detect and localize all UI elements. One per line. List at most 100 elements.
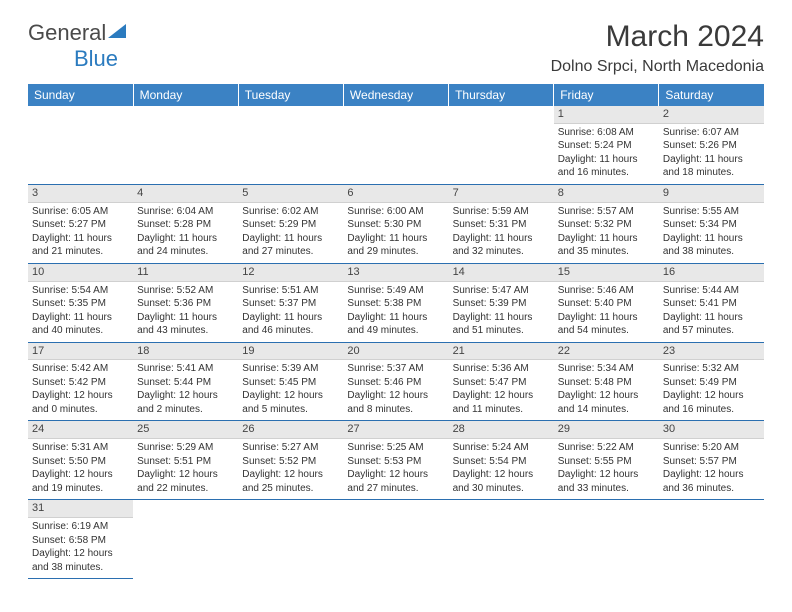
- day-number: 7: [449, 185, 554, 203]
- daylight-text: Daylight: 11 hours and 43 minutes.: [137, 311, 234, 338]
- dow-thursday: Thursday: [449, 84, 554, 106]
- daylight-text: Daylight: 12 hours and 19 minutes.: [32, 468, 129, 495]
- sunset-text: Sunset: 5:30 PM: [347, 218, 444, 232]
- day-cell: 1Sunrise: 6:08 AMSunset: 5:24 PMDaylight…: [554, 106, 659, 184]
- day-cell: 13Sunrise: 5:49 AMSunset: 5:38 PMDayligh…: [343, 263, 448, 342]
- calendar-head: SundayMondayTuesdayWednesdayThursdayFrid…: [28, 84, 764, 106]
- sunrise-text: Sunrise: 5:42 AM: [32, 362, 129, 376]
- sunrise-text: Sunrise: 5:29 AM: [137, 441, 234, 455]
- sunrise-text: Sunrise: 5:57 AM: [558, 205, 655, 219]
- day-number: 25: [133, 421, 238, 439]
- sunset-text: Sunset: 5:47 PM: [453, 376, 550, 390]
- empty-cell: [449, 500, 554, 579]
- empty-cell: [449, 106, 554, 184]
- daylight-text: Daylight: 11 hours and 57 minutes.: [663, 311, 760, 338]
- day-number: 29: [554, 421, 659, 439]
- logo-text: General Blue: [28, 20, 128, 72]
- sunrise-text: Sunrise: 6:08 AM: [558, 126, 655, 140]
- week-row: 31Sunrise: 6:19 AMSunset: 6:58 PMDayligh…: [28, 500, 764, 579]
- dow-saturday: Saturday: [659, 84, 764, 106]
- day-cell: 12 Sunrise: 5:51 AMSunset: 5:37 PMDayligh…: [238, 263, 343, 342]
- empty-cell: [133, 500, 238, 579]
- sunset-text: Sunset: 5:35 PM: [32, 297, 129, 311]
- day-number: 15: [554, 264, 659, 282]
- empty-cell: [659, 500, 764, 579]
- day-number: 8: [554, 185, 659, 203]
- day-cell: 7Sunrise: 5:59 AMSunset: 5:31 PMDaylight…: [449, 184, 554, 263]
- month-year: March 2024: [551, 20, 764, 54]
- daylight-text: Daylight: 11 hours and 54 minutes.: [558, 311, 655, 338]
- day-cell: 15Sunrise: 5:46 AMSunset: 5:40 PMDayligh…: [554, 263, 659, 342]
- sunrise-text: Sunrise: 6:04 AM: [137, 205, 234, 219]
- day-cell: 26Sunrise: 5:27 AMSunset: 5:52 PMDayligh…: [238, 421, 343, 500]
- daylight-text: Daylight: 12 hours and 36 minutes.: [663, 468, 760, 495]
- day-number: 4: [133, 185, 238, 203]
- day-cell: 5Sunrise: 6:02 AMSunset: 5:29 PMDaylight…: [238, 184, 343, 263]
- day-number: 21: [449, 343, 554, 361]
- daylight-text: Daylight: 11 hours and 27 minutes.: [242, 232, 339, 259]
- sunrise-text: Sunrise: 5:37 AM: [347, 362, 444, 376]
- week-row: 10Sunrise: 5:54 AMSunset: 5:35 PMDayligh…: [28, 263, 764, 342]
- day-number: 20: [343, 343, 448, 361]
- day-cell: 24Sunrise: 5:31 AMSunset: 5:50 PMDayligh…: [28, 421, 133, 500]
- day-cell: 19Sunrise: 5:39 AMSunset: 5:45 PMDayligh…: [238, 342, 343, 421]
- daylight-text: Daylight: 11 hours and 40 minutes.: [32, 311, 129, 338]
- day-cell: 17Sunrise: 5:42 AMSunset: 5:42 PMDayligh…: [28, 342, 133, 421]
- sunrise-text: Sunrise: 5:51 AM: [242, 284, 339, 298]
- sunset-text: Sunset: 5:26 PM: [663, 139, 760, 153]
- day-cell: 3Sunrise: 6:05 AMSunset: 5:27 PMDaylight…: [28, 184, 133, 263]
- sunset-text: Sunset: 5:32 PM: [558, 218, 655, 232]
- sunset-text: Sunset: 5:41 PM: [663, 297, 760, 311]
- sunset-text: Sunset: 5:24 PM: [558, 139, 655, 153]
- sunset-text: Sunset: 5:46 PM: [347, 376, 444, 390]
- sunset-text: Sunset: 5:54 PM: [453, 455, 550, 469]
- day-cell: 6Sunrise: 6:00 AMSunset: 5:30 PMDaylight…: [343, 184, 448, 263]
- sunset-text: Sunset: 5:44 PM: [137, 376, 234, 390]
- day-number: 22: [554, 343, 659, 361]
- week-row: 17Sunrise: 5:42 AMSunset: 5:42 PMDayligh…: [28, 342, 764, 421]
- day-number: 14: [449, 264, 554, 282]
- day-cell: 22Sunrise: 5:34 AMSunset: 5:48 PMDayligh…: [554, 342, 659, 421]
- day-number: 11: [133, 264, 238, 282]
- sunrise-text: Sunrise: 5:39 AM: [242, 362, 339, 376]
- day-cell: 29Sunrise: 5:22 AMSunset: 5:55 PMDayligh…: [554, 421, 659, 500]
- day-number: 19: [238, 343, 343, 361]
- day-number: 3: [28, 185, 133, 203]
- sunset-text: Sunset: 5:49 PM: [663, 376, 760, 390]
- daylight-text: Daylight: 11 hours and 32 minutes.: [453, 232, 550, 259]
- empty-cell: [554, 500, 659, 579]
- sunrise-text: Sunrise: 5:36 AM: [453, 362, 550, 376]
- sunset-text: Sunset: 5:40 PM: [558, 297, 655, 311]
- dow-monday: Monday: [133, 84, 238, 106]
- empty-cell: [238, 106, 343, 184]
- day-cell: 20Sunrise: 5:37 AMSunset: 5:46 PMDayligh…: [343, 342, 448, 421]
- day-number: 12: [238, 264, 343, 282]
- sunrise-text: Sunrise: 5:20 AM: [663, 441, 760, 455]
- daylight-text: Daylight: 12 hours and 33 minutes.: [558, 468, 655, 495]
- sunset-text: Sunset: 5:42 PM: [32, 376, 129, 390]
- day-number: 30: [659, 421, 764, 439]
- sunrise-text: Sunrise: 5:34 AM: [558, 362, 655, 376]
- sunrise-text: Sunrise: 5:59 AM: [453, 205, 550, 219]
- title-block: March 2024 Dolno Srpci, North Macedonia: [551, 20, 764, 76]
- day-cell: 28Sunrise: 5:24 AMSunset: 5:54 PMDayligh…: [449, 421, 554, 500]
- logo-word1: General: [28, 20, 106, 45]
- sunset-text: Sunset: 5:27 PM: [32, 218, 129, 232]
- empty-cell: [133, 106, 238, 184]
- sunrise-text: Sunrise: 6:19 AM: [32, 520, 129, 534]
- sunrise-text: Sunrise: 5:54 AM: [32, 284, 129, 298]
- sunset-text: Sunset: 5:55 PM: [558, 455, 655, 469]
- empty-cell: [28, 106, 133, 184]
- daylight-text: Daylight: 12 hours and 22 minutes.: [137, 468, 234, 495]
- empty-cell: [238, 500, 343, 579]
- day-cell: 18Sunrise: 5:41 AMSunset: 5:44 PMDayligh…: [133, 342, 238, 421]
- day-cell: 10Sunrise: 5:54 AMSunset: 5:35 PMDayligh…: [28, 263, 133, 342]
- sunrise-text: Sunrise: 5:41 AM: [137, 362, 234, 376]
- daylight-text: Daylight: 12 hours and 14 minutes.: [558, 389, 655, 416]
- sunset-text: Sunset: 5:36 PM: [137, 297, 234, 311]
- sunset-text: Sunset: 5:34 PM: [663, 218, 760, 232]
- daylight-text: Daylight: 11 hours and 46 minutes.: [242, 311, 339, 338]
- sunset-text: Sunset: 5:28 PM: [137, 218, 234, 232]
- sunset-text: Sunset: 5:37 PM: [242, 297, 339, 311]
- day-number: 27: [343, 421, 448, 439]
